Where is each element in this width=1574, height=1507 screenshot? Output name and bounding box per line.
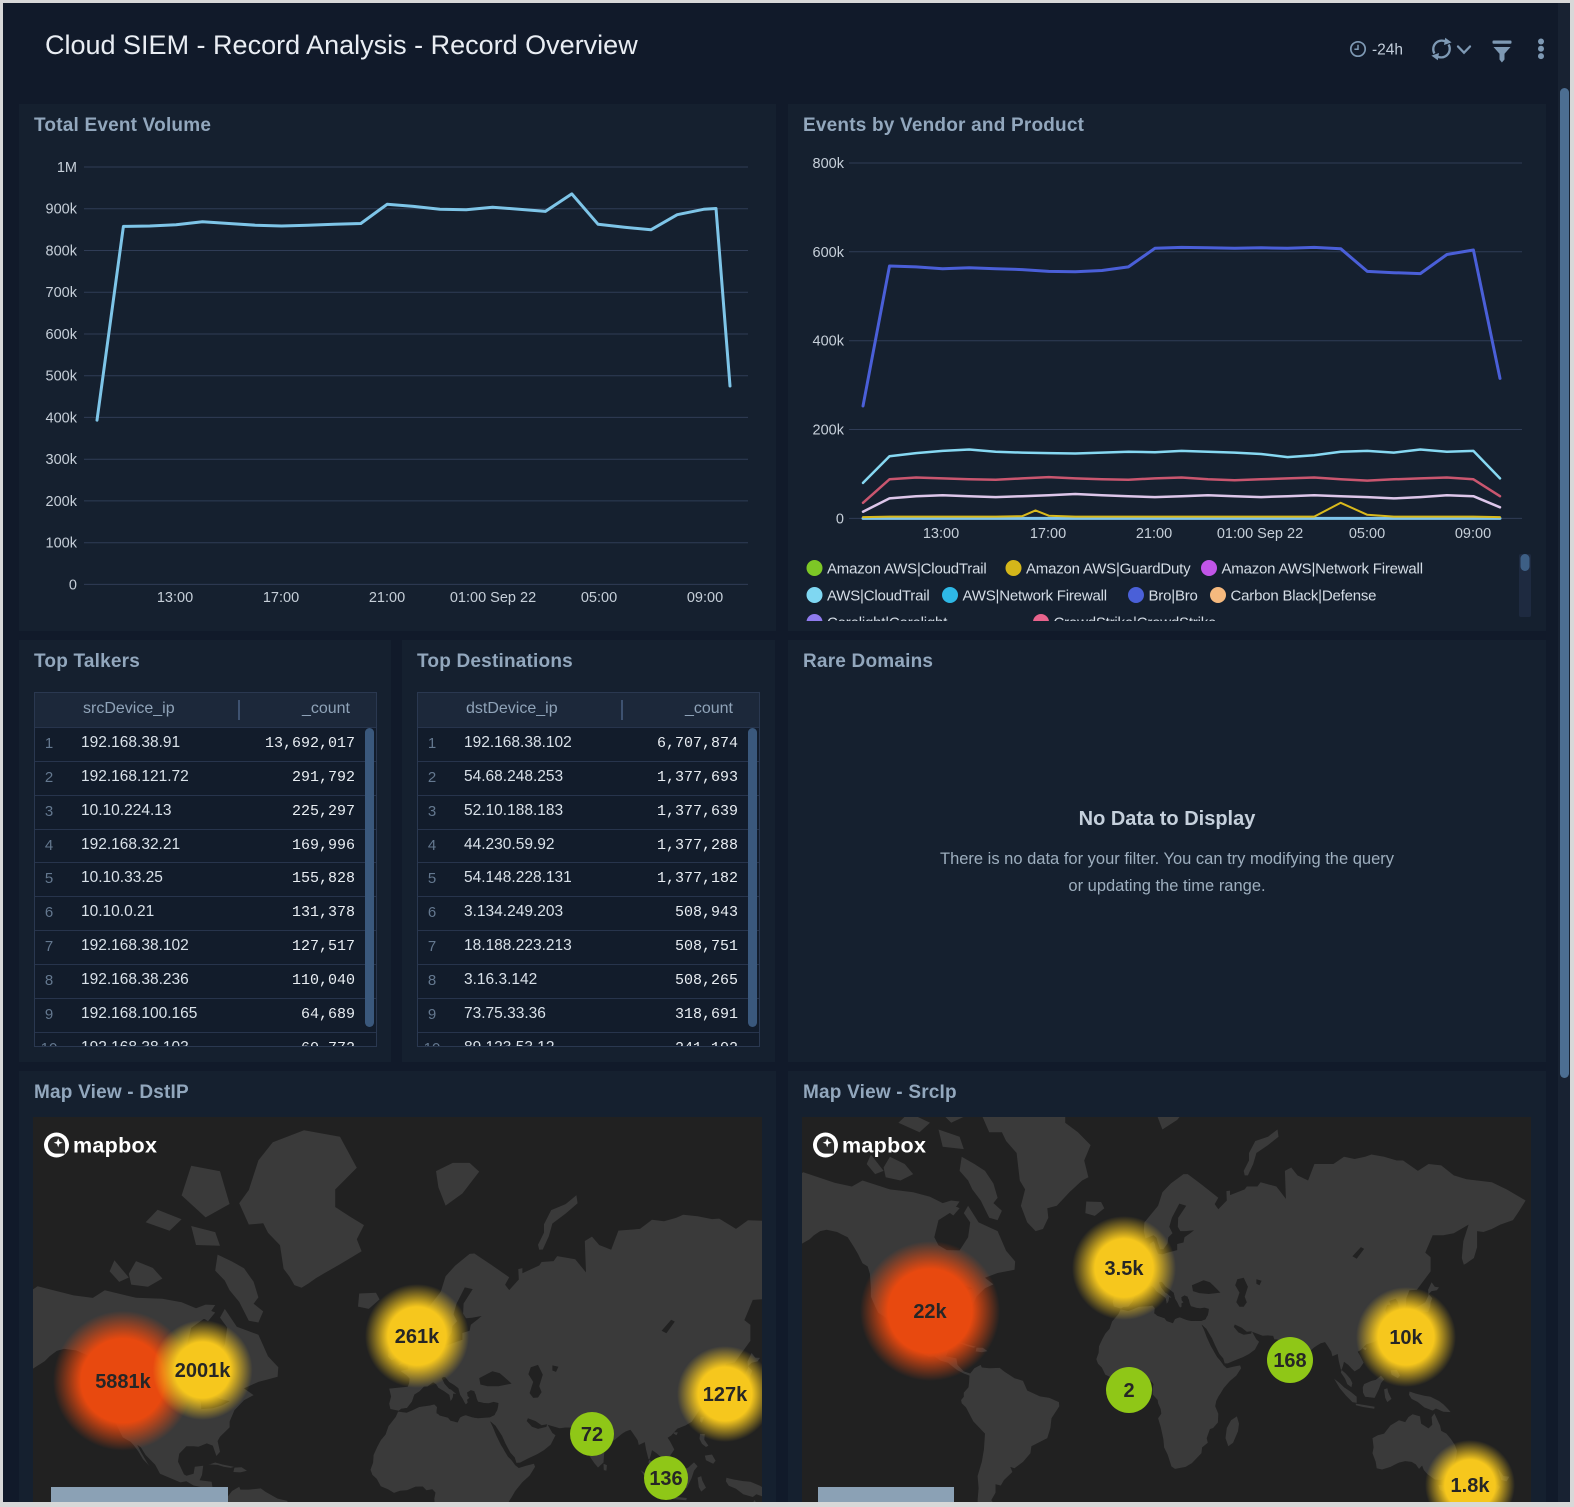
svg-text:127k: 127k	[703, 1384, 748, 1406]
svg-text:AWS|Network Firewall: AWS|Network Firewall	[963, 587, 1107, 604]
svg-text:900k: 900k	[46, 202, 78, 218]
svg-text:800k: 800k	[813, 156, 845, 172]
svg-text:1.8k: 1.8k	[1451, 1475, 1491, 1497]
svg-text:0: 0	[836, 511, 844, 527]
svg-text:100k: 100k	[46, 536, 78, 552]
svg-text:Bro|Bro: Bro|Bro	[1149, 587, 1198, 604]
svg-text:01:00 Sep 22: 01:00 Sep 22	[450, 590, 536, 606]
svg-text:168: 168	[1273, 1350, 1306, 1372]
svg-text:400k: 400k	[813, 334, 845, 350]
svg-text:09:00: 09:00	[687, 590, 723, 606]
svg-text:AWS|CloudTrail: AWS|CloudTrail	[827, 587, 930, 604]
svg-text:mapbox: mapbox	[842, 1134, 926, 1158]
svg-text:72: 72	[581, 1424, 603, 1446]
svg-text:10k: 10k	[1389, 1327, 1423, 1349]
svg-text:700k: 700k	[46, 285, 78, 301]
svg-text:200k: 200k	[813, 423, 845, 439]
svg-text:01:00 Sep 22: 01:00 Sep 22	[1217, 526, 1303, 542]
svg-text:600k: 600k	[46, 327, 78, 343]
svg-text:Amazon AWS|CloudTrail: Amazon AWS|CloudTrail	[827, 560, 986, 577]
svg-text:13:00: 13:00	[923, 526, 959, 542]
svg-text:800k: 800k	[46, 244, 78, 260]
svg-text:17:00: 17:00	[1030, 526, 1066, 542]
svg-text:0: 0	[69, 577, 77, 593]
svg-text:09:00: 09:00	[1455, 526, 1491, 542]
svg-text:-24h: -24h	[1372, 42, 1403, 59]
svg-text:Carbon Black|Defense: Carbon Black|Defense	[1231, 587, 1377, 604]
svg-text:600k: 600k	[813, 245, 845, 261]
svg-text:Amazon AWS|Network Firewall: Amazon AWS|Network Firewall	[1222, 560, 1423, 577]
svg-text:05:00: 05:00	[1349, 526, 1385, 542]
svg-text:5881k: 5881k	[95, 1371, 151, 1393]
svg-text:500k: 500k	[46, 369, 78, 385]
svg-text:21:00: 21:00	[1136, 526, 1172, 542]
svg-text:2: 2	[1123, 1380, 1134, 1402]
svg-text:2001k: 2001k	[175, 1360, 231, 1382]
svg-text:17:00: 17:00	[263, 590, 299, 606]
svg-text:05:00: 05:00	[581, 590, 617, 606]
svg-text:400k: 400k	[46, 410, 78, 426]
svg-text:mapbox: mapbox	[73, 1134, 157, 1158]
svg-text:261k: 261k	[395, 1326, 440, 1348]
svg-text:136: 136	[649, 1468, 682, 1490]
svg-text:Amazon AWS|GuardDuty: Amazon AWS|GuardDuty	[1026, 560, 1191, 577]
svg-text:3.5k: 3.5k	[1105, 1258, 1145, 1280]
svg-text:200k: 200k	[46, 494, 78, 510]
svg-text:13:00: 13:00	[157, 590, 193, 606]
svg-text:1M: 1M	[57, 160, 77, 176]
svg-text:300k: 300k	[46, 452, 78, 468]
svg-text:21:00: 21:00	[369, 590, 405, 606]
svg-text:22k: 22k	[913, 1301, 947, 1323]
